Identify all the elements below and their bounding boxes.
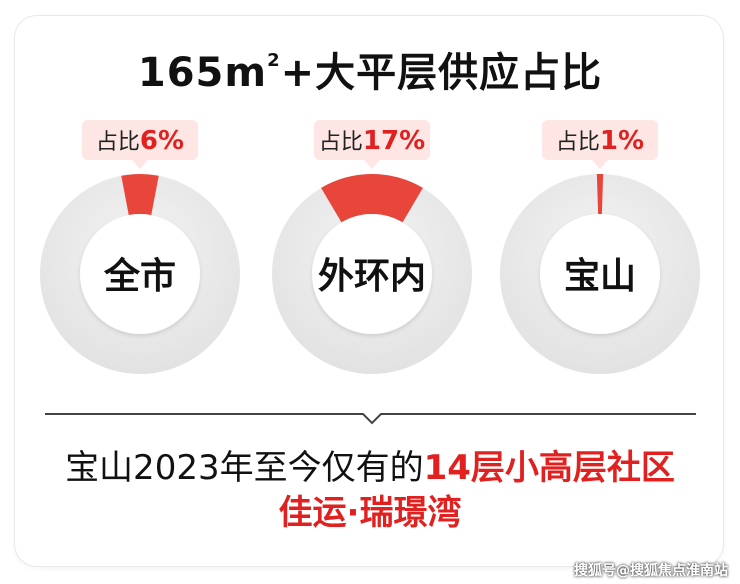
badge-bg-2 xyxy=(314,120,430,160)
badge-value-2: 17% xyxy=(363,126,425,156)
badge-text-1: 占比6% xyxy=(96,126,184,156)
badge-pointer-2 xyxy=(364,160,380,169)
badge-text-3: 占比1% xyxy=(556,126,644,156)
badge-text-2: 占比17% xyxy=(319,126,425,156)
badge-bg-3 xyxy=(542,120,658,160)
badge-prefix-1: 占比 xyxy=(96,130,140,155)
summary-line-2: 佳运·瑞璟湾 xyxy=(278,493,462,533)
donut-label-1: 全市 xyxy=(103,255,176,297)
donut-center-2 xyxy=(312,214,432,334)
donut-center-1 xyxy=(80,214,200,334)
watermark: 搜狐号@搜狐焦点淮南站 xyxy=(574,563,728,579)
donut-slice-1 xyxy=(121,173,159,216)
badge-prefix-3: 占比 xyxy=(556,130,600,155)
page-title: 165m2+大平层供应占比 xyxy=(0,40,740,98)
badge-bg-1 xyxy=(82,120,198,160)
donut-label-2: 外环内 xyxy=(318,256,426,297)
summary-line-1: 宝山2023年至今仅有的14层小高层社区 xyxy=(0,440,740,489)
title-superscript: 2 xyxy=(267,50,281,71)
summary-plain-text: 宝山2023年至今仅有的 xyxy=(65,448,424,488)
summary-highlight-text: 14层小高层社区 xyxy=(423,448,675,488)
badge-pointer-3 xyxy=(592,160,608,169)
donut-slice-3 xyxy=(596,174,604,215)
donut-label-3: 宝山 xyxy=(564,256,636,297)
badge-pointer-1 xyxy=(132,160,148,169)
donut-slice-2 xyxy=(321,173,423,223)
title-prefix: 165m xyxy=(137,50,268,96)
badge-value-1: 6% xyxy=(140,126,184,156)
title-suffix: +大平层供应占比 xyxy=(280,50,603,96)
badge-prefix-2: 占比 xyxy=(319,130,363,155)
divider-pointer-line xyxy=(45,413,696,425)
badge-value-3: 1% xyxy=(600,126,644,156)
donut-center-3 xyxy=(540,214,660,334)
